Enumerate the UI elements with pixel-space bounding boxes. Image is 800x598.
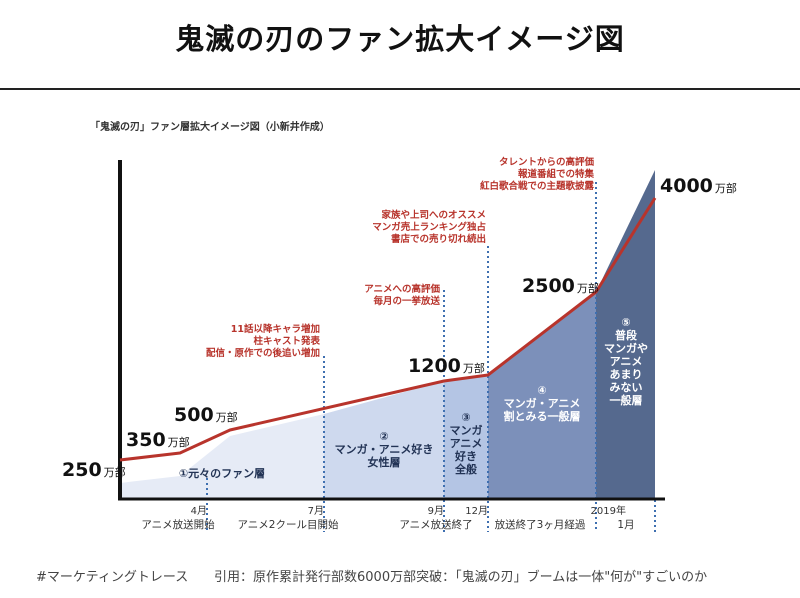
footer-hashtag: #マーケティングトレース <box>36 570 189 585</box>
annotation-3-line-3: 書店での売り切れ続出 <box>391 233 486 245</box>
segment-label-3-line-4: 好き <box>454 449 477 463</box>
annotation-2-line-2: 毎月の一挙放送 <box>373 295 440 307</box>
segment-label-3-line-3: アニメ <box>450 437 483 450</box>
annotation-4-line-2: 報道番組での特集 <box>518 168 595 180</box>
segment-label-4-line-1: ④ <box>537 384 546 397</box>
value-label-1: 250 万部 <box>62 459 126 481</box>
annotation-4-line-3: 紅白歌合戦での主題歌披露 <box>480 180 595 192</box>
annotation-1-line-3: 配信・原作での後追い増加 <box>206 347 320 359</box>
segment-label-4-line-3: 割とみる一般層 <box>504 409 581 423</box>
segment-label-5-line-4: アニメ <box>610 355 643 368</box>
milestone-5-month: 2019年 <box>591 504 626 517</box>
milestone-2-month: 7月 <box>308 505 324 517</box>
milestone-2-event: アニメ2クール目開始 <box>238 518 339 531</box>
segment-label-5-line-5: あまり <box>610 368 643 381</box>
segment-label-2-line-3: 女性層 <box>368 455 401 469</box>
chart-subtitle: 「鬼滅の刃」ファン層拡大イメージ図（小新井作成） <box>90 120 330 133</box>
value-label-6: 4000 万部 <box>660 175 737 197</box>
value-label-3: 500 万部 <box>174 404 238 426</box>
growth-line <box>119 197 657 462</box>
segment-label-2-line-1: ② <box>379 430 388 443</box>
segment-area-4 <box>488 292 596 498</box>
annotation-4-line-1: タレントからの高評価 <box>499 156 595 168</box>
segment-label-2-line-2: マンガ・アニメ好き <box>335 442 434 456</box>
footer-citation: 引用：原作累計発行部数6000万部突破：「鬼滅の刃」ブームは一体"何が"すごいの… <box>214 570 708 585</box>
milestone-5-event: 1月 <box>617 519 634 531</box>
value-label-5: 2500 万部 <box>522 275 599 297</box>
segment-label-5-line-2: 普段 <box>615 328 637 342</box>
annotation-1-line-1: 11話以降キャラ増加 <box>231 323 320 335</box>
segment-label-5-line-7: 一般層 <box>610 393 643 407</box>
milestone-3-event: アニメ放送終了 <box>399 518 472 531</box>
annotation-1-line-2: 柱キャスト発表 <box>253 335 320 347</box>
annotation-3-line-1: 家族や上司へのオススメ <box>381 209 486 221</box>
segment-label-5-line-3: マンガや <box>604 341 648 355</box>
segment-label-3-line-2: マンガ <box>450 423 483 437</box>
segment-label-1-line-1: ①元々のファン層 <box>179 467 265 480</box>
page-title: 鬼滅の刃のファン拡大イメージ図 <box>175 22 625 56</box>
annotation-3-line-2: マンガ売上ランキング独占 <box>372 221 486 233</box>
segment-label-5-line-6: みない <box>610 381 643 394</box>
value-label-2: 350 万部 <box>126 429 190 451</box>
milestone-1-event: アニメ放送開始 <box>141 518 215 531</box>
title-divider <box>0 88 800 90</box>
milestone-1-month: 4月 <box>191 505 207 517</box>
milestone-4-event: 放送終了3ヶ月経過 <box>495 518 586 531</box>
value-label-4: 1200 万部 <box>408 355 485 377</box>
segment-area-2 <box>324 381 444 498</box>
segment-label-3-line-5: 全般 <box>454 462 477 476</box>
annotation-2-line-1: アニメへの高評価 <box>364 283 440 295</box>
milestone-4-month: 12月 <box>465 505 488 517</box>
segment-label-5-line-1: ⑤ <box>621 316 630 329</box>
segment-label-4-line-2: マンガ・アニメ <box>504 396 581 410</box>
segment-area-5 <box>596 170 655 498</box>
segment-area-1 <box>120 414 324 498</box>
segment-label-3-line-1: ③ <box>461 411 470 424</box>
milestone-3-month: 9月 <box>428 505 444 517</box>
segment-area-3 <box>444 375 488 498</box>
